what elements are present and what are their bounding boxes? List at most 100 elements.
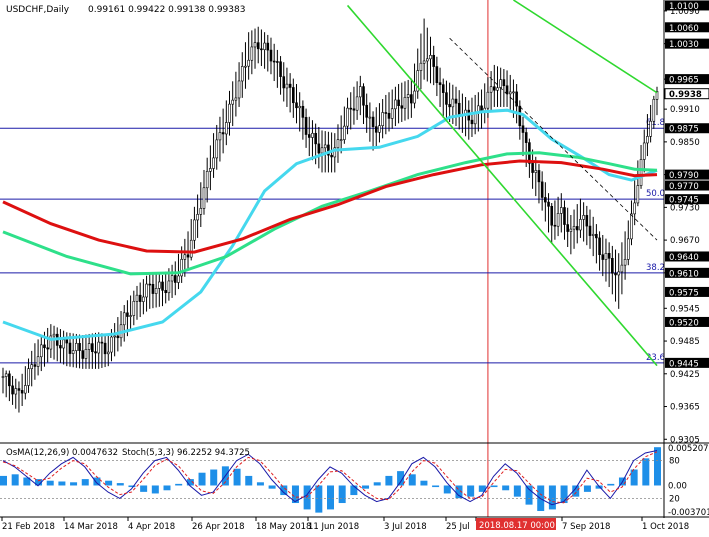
bull-candle [422,60,426,64]
osma-bar [525,485,533,505]
fib-level-label: 61.8 [646,118,665,128]
stoch-level-label: 80 [669,457,680,467]
osma-bar [233,468,241,486]
stoch-level-label: 20 [669,494,680,504]
bull-candle [52,333,56,337]
bear-candle [33,364,37,367]
bear-candle [17,388,21,391]
moving-average-layer [2,108,658,341]
bear-candle [384,112,388,114]
bear-candle [397,99,400,106]
osma-bar [443,485,451,494]
bull-candle [508,91,512,95]
osma-bar [350,485,358,496]
osma-bar [502,485,510,491]
date-marker-box [476,518,556,530]
osma-bar [327,485,334,510]
bear-candle [518,105,522,127]
osma-bar [362,485,370,489]
osma-axis-label: 0.00 [668,481,687,491]
osma-bar [256,482,264,486]
osma-bar [560,485,568,504]
bear-candle [544,197,547,203]
bear-candle [307,134,311,138]
bear-candle [547,201,550,207]
bull-candle [323,144,327,149]
bull-candle [413,90,416,104]
stoch-main-line [2,450,658,506]
bear-candle [43,344,46,349]
bear-candle [266,42,270,51]
osma-bar [46,480,54,486]
osma-bar [548,485,556,510]
bull-candle [429,54,432,60]
bull-candle [218,132,222,141]
bear-candle [352,108,356,111]
bull-candle [167,280,171,294]
bull-candle [582,215,585,220]
bull-candle [623,259,627,266]
osma-bar [607,483,615,486]
bear-candle [282,76,286,89]
current-price-label: 0.9938 [669,90,702,100]
bull-candle [451,98,455,108]
x-tick-label: 1 Oct 2018 [642,522,689,532]
x-tick-label: 18 May 2018 [256,522,311,532]
y-tick-label: 0.9850 [670,138,700,148]
bear-candle [279,61,282,77]
bull-candle [1,376,5,378]
bear-candle [65,339,69,344]
osma-bar [397,471,405,486]
bear-candle [314,132,317,145]
osma-bar [140,485,148,492]
bull-candle [30,364,34,370]
bear-candle [611,258,614,274]
bull-candle [106,351,110,355]
dashed-trendline [449,37,658,241]
y-tick-label: 0.9730 [670,203,700,213]
bear-candle [588,225,592,236]
bear-candle [563,207,566,225]
bull-candle [4,373,8,377]
bear-candle [301,105,305,118]
ma-mid-line [2,151,658,276]
fib-level-label: 50.0 [646,189,665,199]
bear-candle [46,347,49,350]
bear-candle [349,107,353,110]
bear-candle [276,61,279,63]
bear-candle [371,116,375,127]
bull-candle [75,343,78,351]
bear-candle [537,170,541,183]
bull-candle [569,228,573,232]
bear-candle [161,281,164,291]
x-tick-label: 25 Jul [446,522,470,532]
y-tick-label: 0.9365 [670,403,700,413]
bull-candle [655,91,659,100]
bear-candle [524,132,528,143]
osma-bar [175,483,183,486]
bull-candle [122,312,126,326]
bull-candle [14,388,18,395]
osma-label: OsMA(12,26,9) 0.0047632 [6,448,118,458]
bull-candle [343,125,346,140]
osma-bar [116,483,124,486]
bull-candle [368,116,372,119]
bear-candle [8,373,11,387]
bear-candle [445,92,448,105]
bull-candle [234,97,238,101]
bull-candle [62,339,65,349]
bull-candle [604,253,608,260]
y-tick-label: 0.9425 [670,370,700,380]
bear-candle [256,42,260,50]
bull-candle [189,239,193,258]
bull-candle [419,62,423,71]
bull-candle [489,86,493,93]
osma-bar [642,458,650,486]
bull-candle [378,125,381,133]
bull-candle [534,170,538,173]
osma-bar [513,485,521,497]
osma-bar [58,481,66,486]
osma-bar [432,485,440,488]
fib-level-label: 38.2 [646,263,665,273]
bear-candle [81,350,85,359]
